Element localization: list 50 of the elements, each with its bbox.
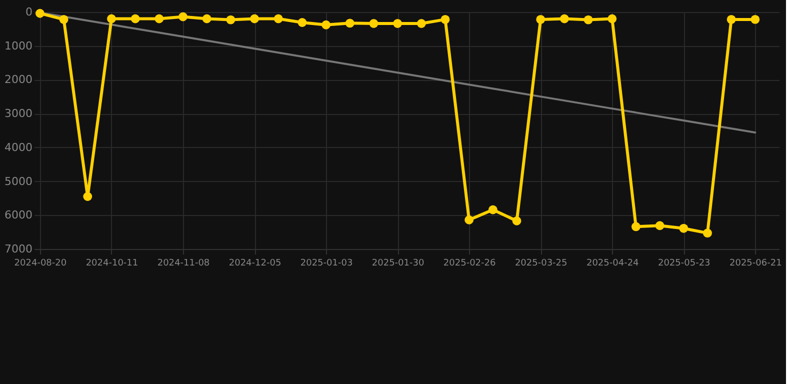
point — [322, 20, 331, 30]
x-tick-label: 2025-02-26 — [443, 258, 496, 268]
y-tick-label: 0 — [26, 6, 32, 18]
point — [512, 216, 522, 226]
x-tick-label: 2025-01-30 — [372, 258, 424, 268]
y-tick-label: 5000 — [4, 174, 32, 188]
x-tick-label: 2025-01-03 — [300, 258, 353, 268]
point — [130, 14, 140, 24]
point — [488, 205, 498, 214]
point — [536, 14, 546, 24]
point — [202, 14, 212, 24]
point — [83, 192, 92, 201]
x-tick-label: 2025-05-23 — [658, 258, 710, 268]
y-tick-label: 2000 — [4, 73, 32, 86]
x-tick-label: 2024-12-05 — [228, 258, 282, 268]
point — [631, 222, 640, 232]
point — [703, 228, 712, 238]
point — [393, 19, 402, 28]
point — [226, 15, 236, 24]
point — [440, 14, 450, 24]
x-tick-label: 2024-08-20 — [14, 258, 67, 268]
x-tick-label: 2025-04-24 — [586, 258, 640, 268]
point — [584, 15, 593, 24]
point — [59, 14, 68, 24]
point — [154, 14, 164, 24]
point — [464, 215, 474, 224]
point — [679, 224, 688, 233]
point — [274, 14, 283, 24]
y-tick-label: 7000 — [4, 242, 32, 256]
point — [345, 18, 354, 28]
point — [655, 221, 664, 230]
point — [369, 19, 378, 28]
point — [298, 18, 307, 27]
x-tick-label: 2025-03-25 — [514, 258, 568, 268]
point — [178, 12, 188, 22]
point — [560, 14, 569, 24]
y-tick-label: 6000 — [4, 208, 32, 222]
point — [107, 14, 116, 24]
point — [750, 14, 760, 24]
y-tick-label: 3000 — [4, 107, 32, 120]
x-tick-label: 2025-06-21 — [730, 258, 782, 268]
y-tick-label: 1000 — [4, 39, 32, 52]
point — [416, 19, 426, 28]
point — [726, 14, 736, 24]
point — [35, 8, 44, 18]
x-tick-label: 2024-11-08 — [157, 258, 210, 268]
x-tick-label: 2024-10-11 — [86, 258, 138, 268]
point — [608, 14, 617, 24]
y-tick-label: 4000 — [4, 140, 32, 154]
point — [250, 14, 259, 24]
